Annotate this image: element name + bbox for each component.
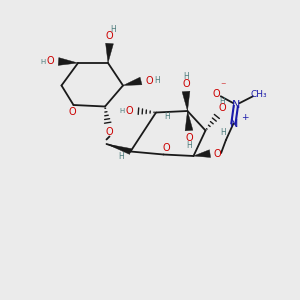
Text: H: H xyxy=(110,25,116,34)
Polygon shape xyxy=(182,91,190,111)
Text: N: N xyxy=(232,100,241,110)
Text: O: O xyxy=(212,89,220,99)
Text: H: H xyxy=(219,97,225,106)
Polygon shape xyxy=(58,58,78,65)
Text: H: H xyxy=(183,72,189,81)
Text: H: H xyxy=(118,152,124,161)
Text: H: H xyxy=(154,76,160,85)
Polygon shape xyxy=(123,77,142,86)
Text: O: O xyxy=(68,106,76,117)
Polygon shape xyxy=(106,43,113,63)
Text: O: O xyxy=(162,143,170,153)
Polygon shape xyxy=(194,150,211,158)
Text: H: H xyxy=(119,108,125,114)
Text: O: O xyxy=(106,31,113,41)
Text: H: H xyxy=(186,141,192,150)
Text: O: O xyxy=(185,133,193,143)
Text: CH₃: CH₃ xyxy=(250,90,267,99)
Text: O: O xyxy=(106,127,113,137)
Polygon shape xyxy=(106,144,131,154)
Text: H: H xyxy=(40,58,45,64)
Text: O: O xyxy=(214,148,221,159)
Text: H: H xyxy=(220,128,226,137)
Text: O: O xyxy=(182,79,190,89)
Text: H: H xyxy=(164,112,170,121)
Text: O: O xyxy=(218,103,226,113)
Text: O: O xyxy=(146,76,153,86)
Text: N: N xyxy=(230,118,238,129)
Text: +: + xyxy=(241,112,249,122)
Text: ⁻: ⁻ xyxy=(220,81,226,92)
Text: O: O xyxy=(46,56,54,67)
Text: O: O xyxy=(126,106,134,116)
Polygon shape xyxy=(185,111,193,131)
